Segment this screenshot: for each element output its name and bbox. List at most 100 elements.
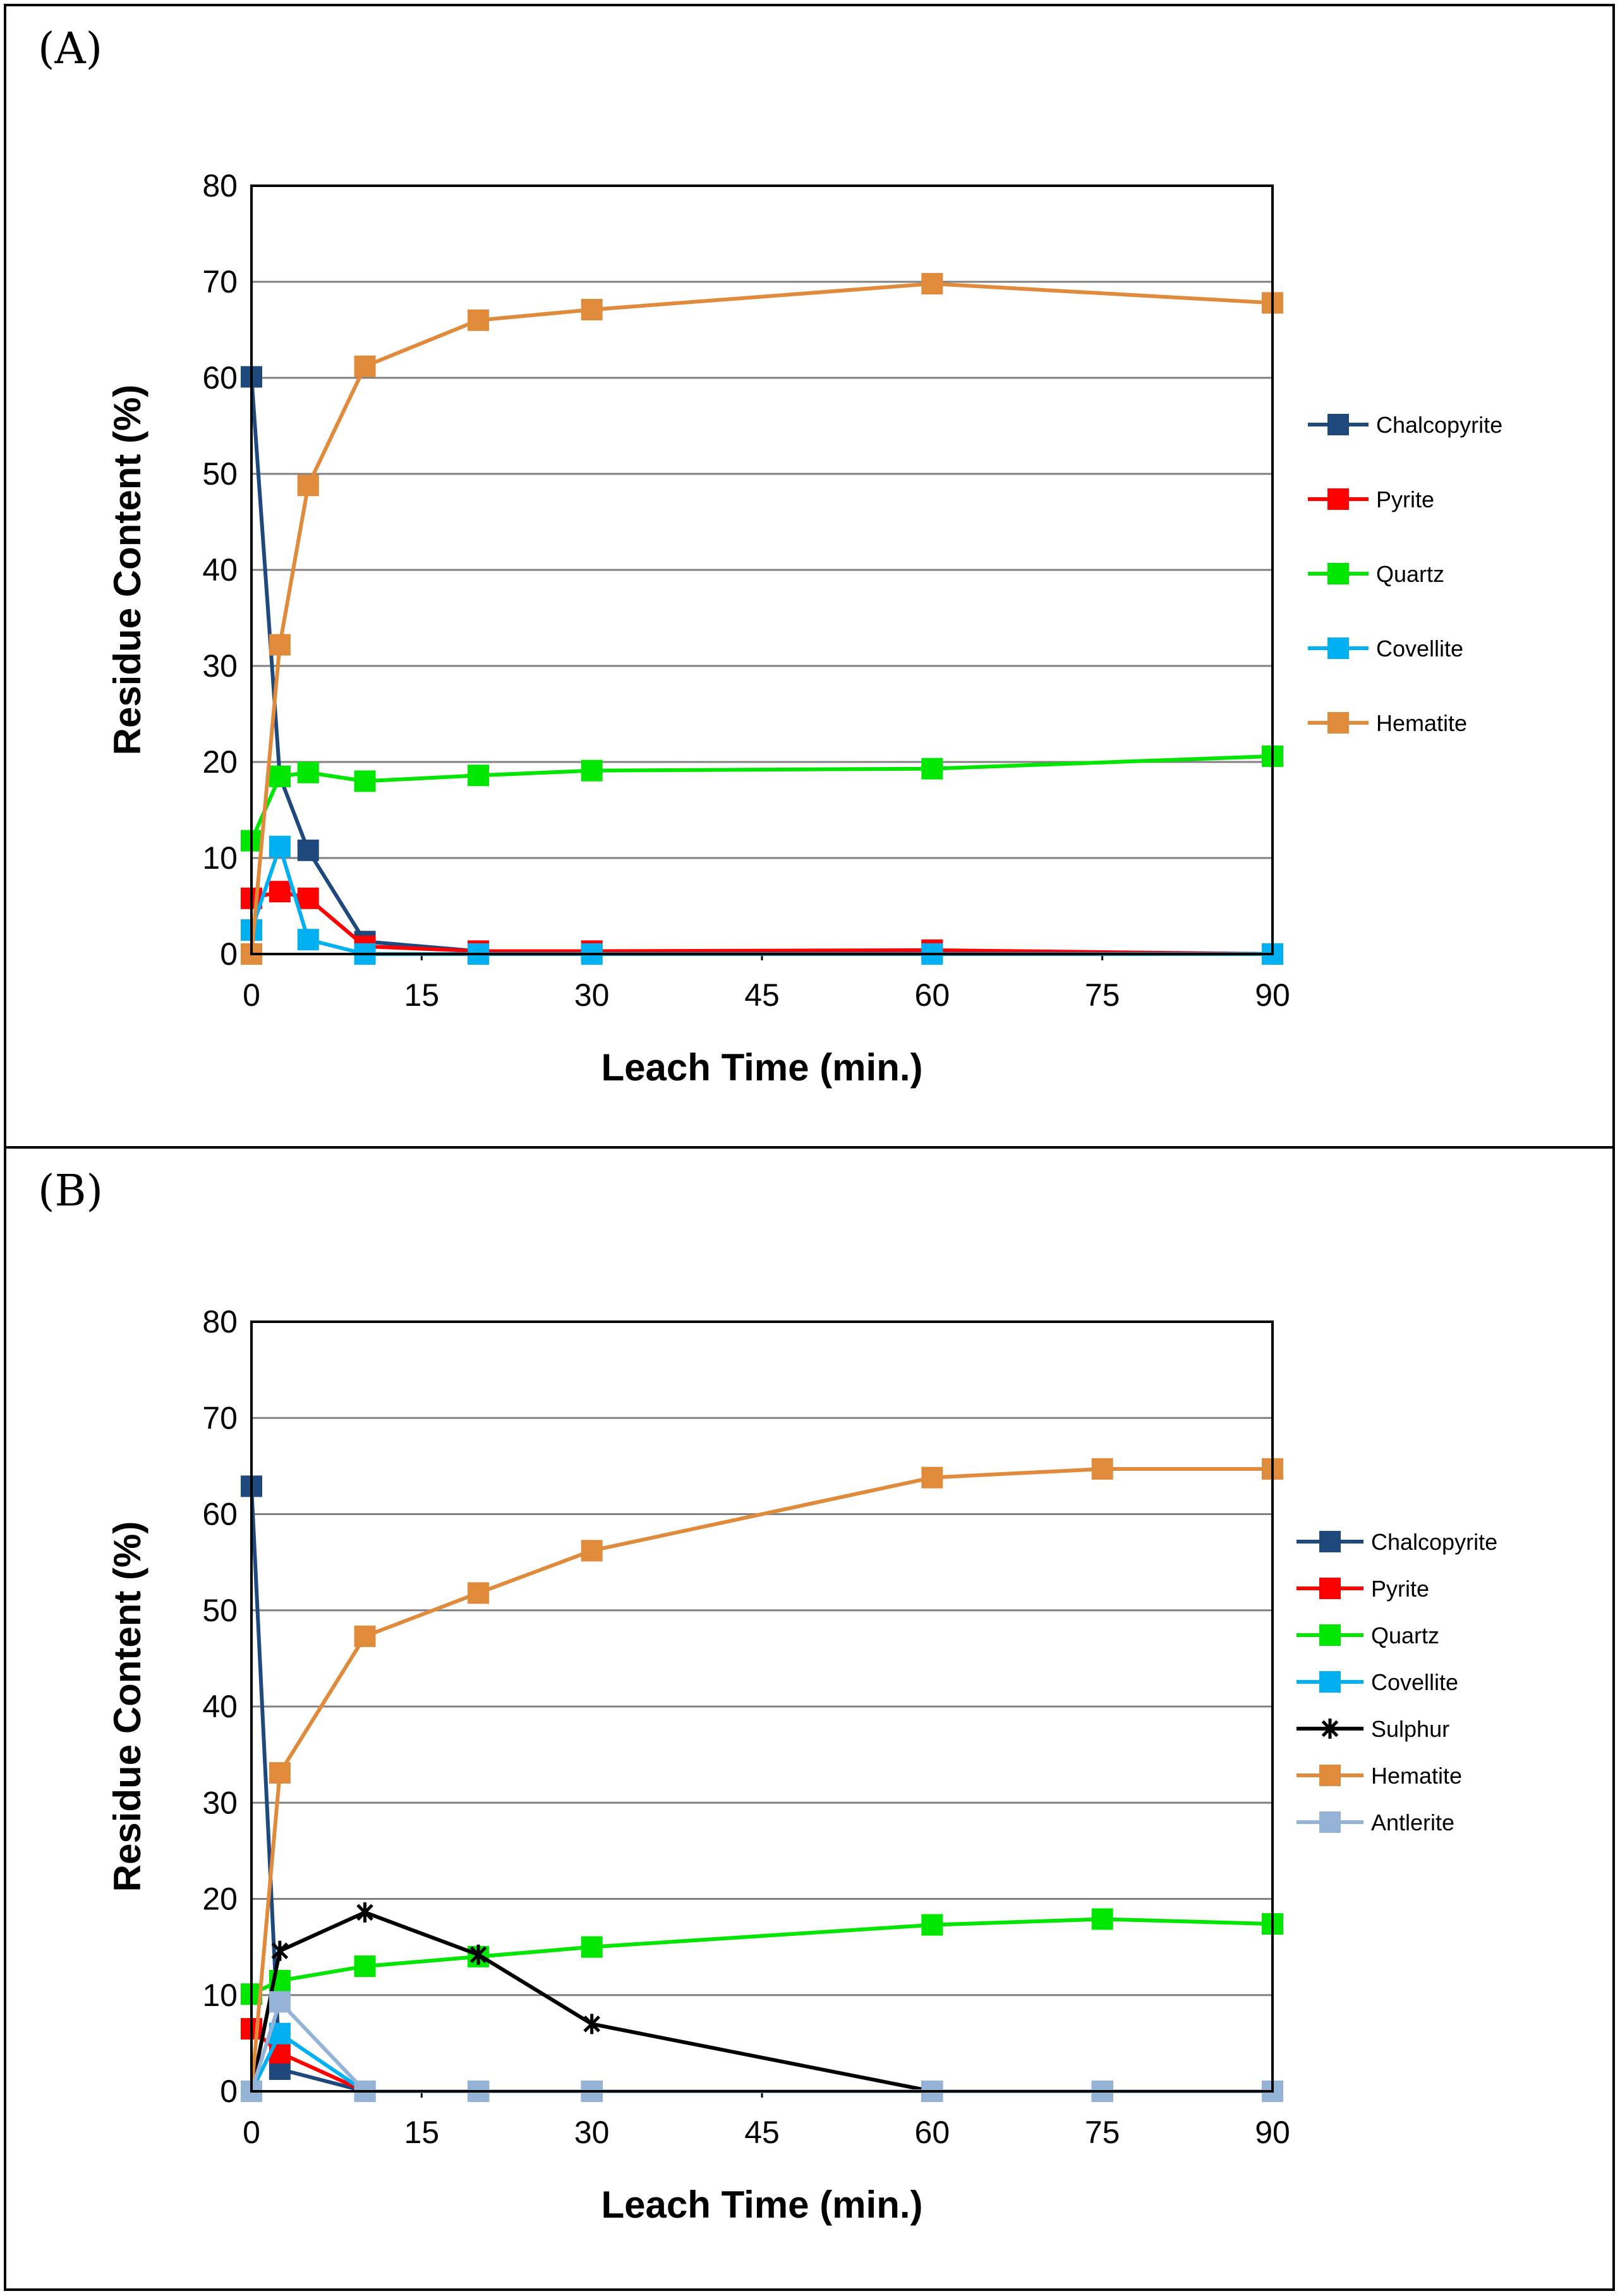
legend-label: Quartz [1376, 561, 1444, 587]
data-point-chalcopyrite [297, 839, 319, 861]
legend-label: Pyrite [1376, 486, 1434, 512]
data-point-quartz [921, 758, 943, 780]
y-axis-title: Residue Content (%) [106, 385, 148, 756]
data-point-hematite [581, 1540, 603, 1562]
legend-label: Hematite [1371, 1763, 1462, 1789]
data-point-pyrite [269, 881, 291, 903]
plot-border [250, 1320, 1274, 2093]
legend-marker [1319, 1624, 1341, 1646]
data-point-quartz [297, 761, 319, 783]
line-chart-a: 0 10 20 30 40 50 60 70 80 0 15 30 45 60 75 90 Leach Time… [106, 168, 1502, 1089]
x-tick-label: 90 [1255, 2115, 1290, 2150]
data-point-quartz [468, 764, 490, 787]
y-tick-label: 30 [202, 1785, 238, 1820]
legend-label: Antlerite [1371, 1810, 1454, 1835]
legend-item-chalcopyrite: Chalcopyrite [1297, 1529, 1497, 1555]
x-tick-label: 60 [915, 2115, 950, 2150]
y-axis-title: Residue Content (%) [106, 1521, 148, 1892]
data-point-hematite [921, 273, 943, 295]
data-point-hematite [468, 309, 490, 331]
y-tick-label: 80 [202, 1304, 238, 1339]
series-line-hematite [250, 282, 1273, 955]
legend-label: Quartz [1371, 1622, 1439, 1648]
legend-marker [1327, 488, 1349, 510]
data-point-quartz [581, 1936, 603, 1958]
legend-marker [1319, 1531, 1341, 1552]
legend-label: Pyrite [1371, 1576, 1429, 1602]
data-point-covellite [297, 929, 319, 951]
x-axis-title: Leach Time (min.) [601, 1046, 922, 1089]
data-point-hematite [354, 1625, 376, 1647]
data-point-hematite [269, 634, 291, 656]
x-tick-label: 75 [1085, 2115, 1120, 2150]
y-tick-label: 70 [202, 1400, 238, 1435]
legend-label: Hematite [1376, 710, 1467, 736]
x-axis-title: Leach Time (min.) [601, 2184, 922, 2226]
legend-item-covellite: Covellite [1308, 636, 1463, 662]
y-tick-label: 50 [202, 456, 238, 492]
legend-label: Chalcopyrite [1376, 412, 1502, 438]
y-tick-label: 0 [220, 2074, 238, 2109]
data-point-quartz [354, 1955, 376, 1978]
legend-marker [1319, 1811, 1341, 1833]
x-tick-label: 75 [1085, 977, 1120, 1013]
legend-label: Sulphur [1371, 1716, 1449, 1742]
legend: Chalcopyrite Pyrite Quartz Covellite Sulphur… [1297, 1529, 1497, 1835]
data-point-hematite [354, 355, 376, 377]
legend-item-covellite: Covellite [1297, 1669, 1458, 1695]
panel-label: (A) [38, 24, 103, 74]
y-tick-label: 40 [202, 552, 238, 588]
legend-item-pyrite: Pyrite [1297, 1576, 1429, 1602]
y-tick-label: 30 [202, 648, 238, 684]
legend-marker [1319, 1765, 1341, 1786]
y-tick-label: 80 [202, 168, 238, 203]
legend-label: Chalcopyrite [1371, 1529, 1497, 1555]
y-tick-label: 40 [202, 1689, 238, 1724]
x-tick-label: 15 [404, 977, 440, 1013]
legend-marker [1319, 1671, 1341, 1693]
legend-item-quartz: Quartz [1308, 561, 1444, 587]
legend-item-pyrite: Pyrite [1308, 486, 1434, 512]
line-chart-b: 0 10 20 30 40 50 60 70 80 0 15 30 45 60 75 90 Leach Time… [106, 1304, 1497, 2226]
chart-panel-a: (A) 0 10 20 30 40 50 60 70 80 0 15 30 45 60 75 90 Leach … [4, 4, 1615, 1149]
legend-item-sulphur: Sulphur [1297, 1716, 1449, 1742]
series-quartz [241, 745, 1283, 852]
x-tick-label: 30 [574, 977, 610, 1013]
legend-item-hematite: Hematite [1308, 710, 1467, 736]
y-tick-label: 20 [202, 744, 238, 780]
x-tick-label: 60 [915, 977, 950, 1013]
legend-item-chalcopyrite: Chalcopyrite [1308, 412, 1502, 438]
x-tick-label: 90 [1255, 977, 1290, 1013]
x-tick-label: 45 [744, 977, 780, 1013]
data-point-quartz [581, 759, 603, 782]
y-tick-label: 50 [202, 1593, 238, 1628]
legend-label: Covellite [1371, 1669, 1458, 1695]
y-tick-label: 60 [202, 1497, 238, 1532]
x-tick-label: 30 [574, 2115, 610, 2150]
x-tick-label: 0 [243, 2115, 260, 2150]
legend-marker [1327, 712, 1349, 734]
data-point-quartz [921, 1914, 943, 1936]
data-point-quartz [354, 770, 376, 792]
data-point-pyrite [297, 887, 319, 909]
legend-marker [1319, 1578, 1341, 1599]
legend-marker [1327, 637, 1349, 659]
series-line-quartz [250, 1917, 1273, 1996]
legend-marker [1327, 563, 1349, 584]
y-tick-label: 20 [202, 1882, 238, 1917]
y-tick-label: 0 [220, 936, 238, 972]
legend-item-quartz: Quartz [1297, 1622, 1439, 1648]
data-point-covellite [269, 835, 291, 857]
data-point-hematite [468, 1582, 490, 1604]
x-tick-label: 0 [243, 977, 260, 1013]
y-tick-label: 70 [202, 264, 238, 299]
data-point-hematite [1091, 1458, 1113, 1480]
panel-label: (B) [38, 1166, 104, 1216]
legend-item-hematite: Hematite [1297, 1763, 1462, 1789]
data-point-hematite [581, 299, 603, 321]
data-point-hematite [297, 474, 319, 497]
y-tick-label: 10 [202, 1978, 238, 2013]
legend-item-antlerite: Antlerite [1297, 1810, 1454, 1835]
legend: Chalcopyrite Pyrite Quartz Covellite Hematit… [1308, 412, 1502, 736]
x-tick-label: 45 [744, 2115, 780, 2150]
